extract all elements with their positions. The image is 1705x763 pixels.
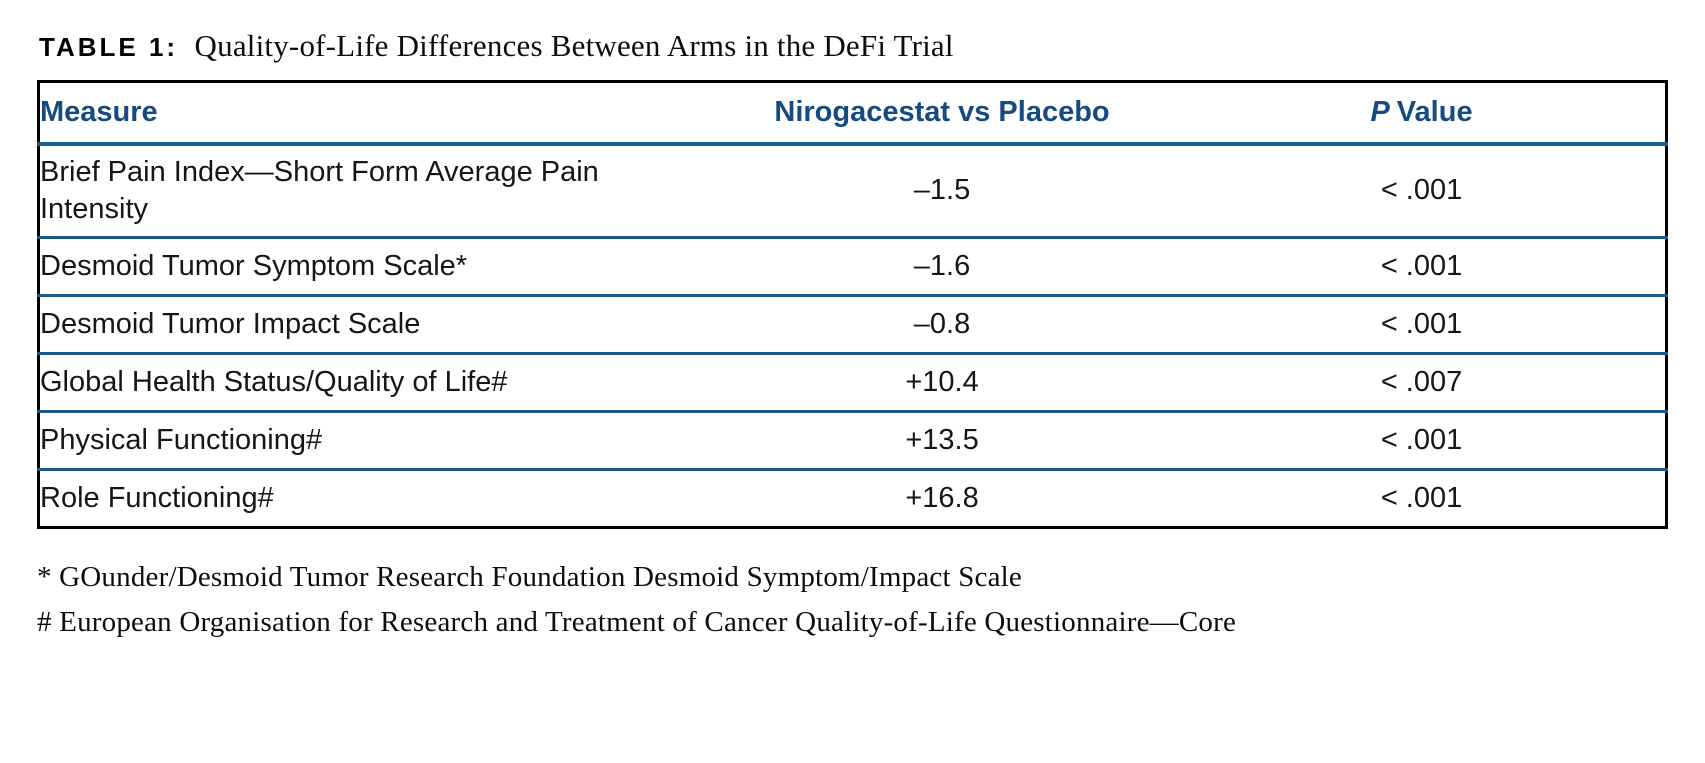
table-row: Global Health Status/Quality of Life# +1…: [38, 354, 1667, 412]
pvalue-cell: < .001: [1380, 424, 1463, 456]
column-header-measure: Measure: [40, 95, 158, 128]
measure-cell: Physical Functioning#: [40, 424, 323, 456]
table-row: Brief Pain Index—Short Form Average Pain…: [38, 144, 1667, 238]
page: TABLE 1: Quality-of-Life Differences Bet…: [37, 28, 1668, 641]
measure-cell: Desmoid Tumor Symptom Scale*: [40, 250, 468, 282]
pvalue-cell: < .007: [1380, 366, 1463, 398]
difference-cell: –1.6: [913, 250, 971, 282]
pvalue-header-italic-p: P: [1370, 95, 1390, 128]
table-title: TABLE 1: Quality-of-Life Differences Bet…: [39, 28, 1668, 64]
table-row: Desmoid Tumor Impact Scale –0.8 < .001: [38, 296, 1667, 354]
pvalue-cell: < .001: [1380, 308, 1463, 340]
table-number-label: TABLE 1:: [39, 32, 179, 62]
table-row: Desmoid Tumor Symptom Scale* –1.6 < .001: [38, 238, 1667, 296]
table-title-text: Quality-of-Life Differences Between Arms…: [194, 28, 954, 63]
measure-cell: Role Functioning#: [40, 482, 274, 514]
pvalue-header-rest: Value: [1396, 95, 1473, 128]
column-header-difference: Nirogacestat vs Placebo: [774, 95, 1110, 128]
table-header-row: Measure Nirogacestat vs Placebo P Value: [38, 82, 1667, 144]
pvalue-cell: < .001: [1380, 174, 1463, 207]
difference-cell: –0.8: [913, 308, 971, 340]
measure-cell: Brief Pain Index—Short Form Average Pain…: [40, 155, 599, 225]
table-row: Role Functioning# +16.8 < .001: [39, 470, 1667, 528]
difference-cell: +13.5: [905, 424, 979, 456]
column-header-pvalue: P Value: [1178, 82, 1666, 144]
measure-cell: Global Health Status/Quality of Life#: [40, 366, 508, 398]
pvalue-cell: < .001: [1380, 250, 1463, 282]
measure-cell: Desmoid Tumor Impact Scale: [40, 308, 421, 340]
difference-cell: +16.8: [905, 482, 979, 514]
pvalue-cell: < .001: [1380, 482, 1463, 514]
footnotes: * GOunder/Desmoid Tumor Research Foundat…: [37, 559, 1668, 641]
difference-cell: –1.5: [913, 174, 971, 207]
difference-cell: +10.4: [905, 366, 979, 398]
table-row: Physical Functioning# +13.5 < .001: [38, 412, 1667, 470]
qol-table: Measure Nirogacestat vs Placebo P Value B…: [37, 80, 1668, 529]
footnote-hash: # European Organisation for Research and…: [37, 606, 1237, 638]
footnote-asterisk: * GOunder/Desmoid Tumor Research Foundat…: [37, 561, 1022, 593]
